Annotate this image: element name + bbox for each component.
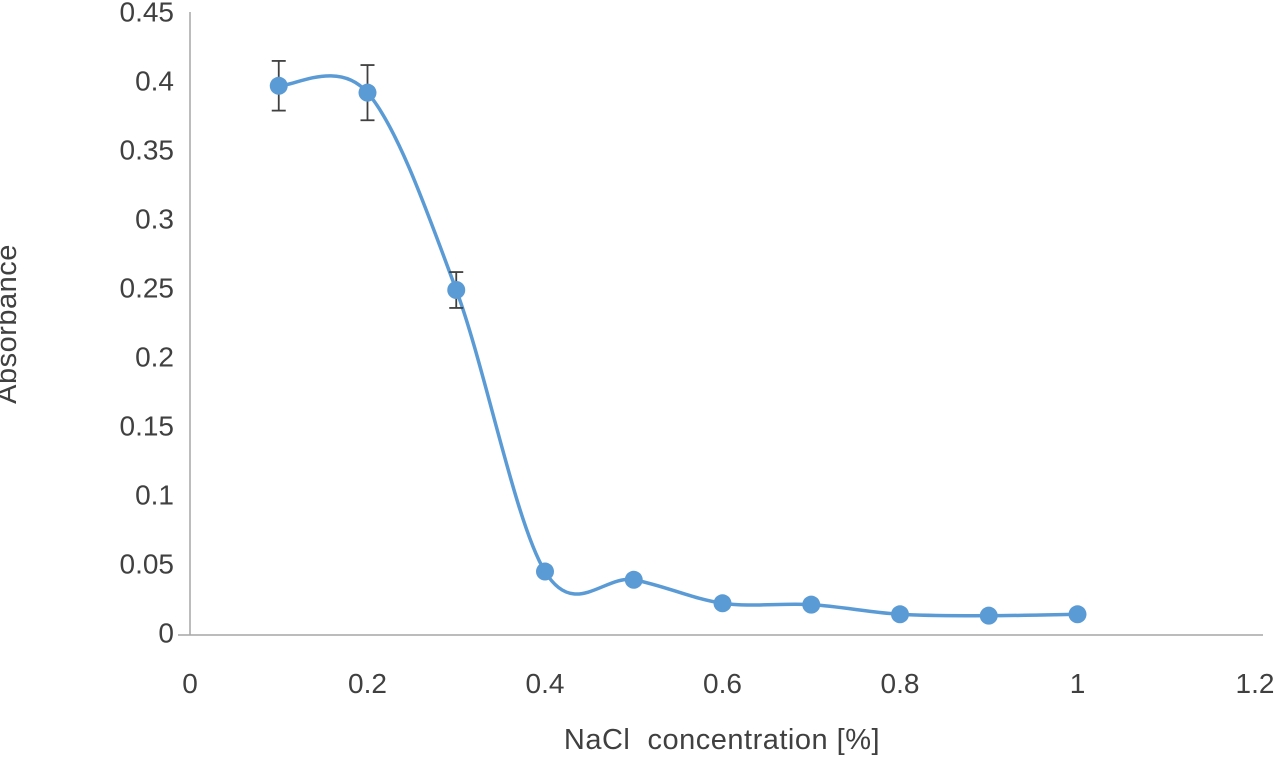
series-line <box>277 74 1080 618</box>
x-tick-label: 0 <box>182 668 198 699</box>
x-tick-label: 0.2 <box>348 668 387 699</box>
x-tick-label: 1.2 <box>1236 668 1275 699</box>
y-tick-label: 0.1 <box>135 479 174 510</box>
data-point-marker <box>979 606 998 625</box>
y-axis-title: Absorbance <box>0 244 23 404</box>
data-point-marker <box>358 83 377 102</box>
y-tick-label: 0 <box>158 617 174 648</box>
data-point-marker <box>447 281 466 299</box>
x-tick-label: 1 <box>1070 668 1086 699</box>
data-point-marker <box>891 605 909 624</box>
data-point-marker <box>713 594 732 613</box>
data-point-marker <box>536 562 554 581</box>
y-tick-label: 0.2 <box>135 341 174 372</box>
data-point-marker <box>1068 605 1087 624</box>
y-tick-label: 0.45 <box>120 0 175 27</box>
data-point-marker <box>802 595 821 614</box>
y-tick-label: 0.25 <box>120 272 175 303</box>
x-tick-label: 0.4 <box>526 668 565 699</box>
y-tick-label: 0.3 <box>135 203 174 234</box>
y-tick-label: 0.05 <box>120 548 175 579</box>
y-tick-label: 0.35 <box>120 134 175 165</box>
x-tick-label: 0.6 <box>703 668 742 699</box>
y-tick-label: 0.15 <box>120 410 175 441</box>
x-tick-label: 0.8 <box>881 668 920 699</box>
data-point-marker <box>269 76 288 95</box>
y-tick-label: 0.4 <box>135 65 174 96</box>
x-axis-title: NaCl concentration [%] <box>563 724 881 756</box>
data-point-marker <box>624 570 643 589</box>
